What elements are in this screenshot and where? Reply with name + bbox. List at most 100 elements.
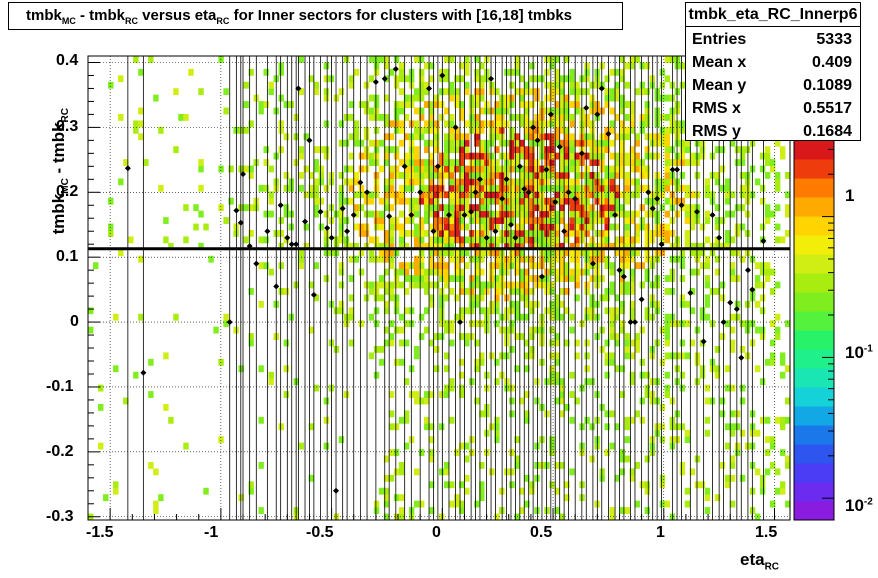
heatmap-cell xyxy=(263,68,269,76)
heatmap-cell xyxy=(393,249,400,257)
heatmap-cell xyxy=(393,449,400,456)
heatmap-cell xyxy=(479,410,485,418)
heatmap-cell xyxy=(263,146,269,154)
heatmap-cell xyxy=(459,275,465,282)
heatmap-cell xyxy=(198,159,204,166)
heatmap-cell xyxy=(529,346,535,353)
heatmap-cell xyxy=(574,178,580,186)
heatmap-cell xyxy=(218,165,224,173)
heatmap-cell xyxy=(664,197,671,205)
heatmap-cell xyxy=(348,114,355,121)
heatmap-cell xyxy=(494,429,500,437)
profile-point xyxy=(627,319,634,326)
heatmap-cell xyxy=(534,88,540,96)
heatmap-cell xyxy=(564,165,570,173)
heatmap-cell xyxy=(629,146,635,154)
heatmap-cell xyxy=(439,101,445,108)
heatmap-cell xyxy=(574,101,580,108)
heatmap-cell xyxy=(584,416,590,424)
heatmap-cell xyxy=(739,384,746,392)
heatmap-cell xyxy=(684,429,691,437)
heatmap-cell xyxy=(398,120,405,128)
axis-ticks xyxy=(87,61,775,520)
heatmap-cell xyxy=(363,210,370,218)
heatmap-cell xyxy=(183,442,189,450)
heatmap-cell xyxy=(549,197,555,205)
heatmap-cell xyxy=(469,101,475,108)
heatmap-cell xyxy=(529,262,535,270)
heatmap-cell xyxy=(428,507,435,514)
heatmap-cell xyxy=(148,56,154,63)
heatmap-cell xyxy=(479,487,485,495)
heatmap-cell xyxy=(714,365,721,373)
heatmap-cell xyxy=(639,371,645,379)
heatmap-cell xyxy=(278,230,284,237)
heatmap-cell xyxy=(218,204,224,212)
heatmap-cell xyxy=(679,462,686,469)
heatmap-cell xyxy=(549,159,555,166)
heatmap-cell xyxy=(383,236,390,244)
heatmap-cell xyxy=(629,152,635,160)
profile-point xyxy=(512,234,519,241)
heatmap-cell xyxy=(433,268,440,276)
heatmap-cell xyxy=(449,139,455,147)
heatmap-cell xyxy=(373,152,380,160)
heatmap-cell xyxy=(198,210,204,218)
color-scale-swatch xyxy=(794,482,834,502)
heatmap-cell xyxy=(428,178,435,186)
heatmap-cell xyxy=(554,210,560,218)
heatmap-cell xyxy=(428,114,435,121)
heatmap-cell xyxy=(494,255,500,263)
profile-point xyxy=(357,179,364,186)
heatmap-cell xyxy=(679,120,686,128)
heatmap-cell xyxy=(474,159,480,166)
heatmap-cell xyxy=(439,178,445,186)
heatmap-cell xyxy=(634,500,640,508)
heatmap-cell xyxy=(784,455,791,463)
heatmap-cell xyxy=(153,507,159,514)
heatmap-cell xyxy=(614,197,620,205)
heatmap-cell xyxy=(449,184,455,192)
heatmap-cell xyxy=(549,300,555,308)
heatmap-cell xyxy=(418,255,425,263)
heatmap-cell xyxy=(383,474,390,482)
heatmap-cell xyxy=(684,184,691,192)
heatmap-cell xyxy=(348,178,355,186)
heatmap-cell xyxy=(388,68,395,76)
heatmap-cell xyxy=(433,120,440,128)
heatmap-cell xyxy=(699,139,706,147)
heatmap-cell xyxy=(243,81,249,89)
heatmap-cell xyxy=(559,139,565,147)
heatmap-cell xyxy=(619,281,625,289)
heatmap-cell xyxy=(619,204,625,212)
heatmap-cell xyxy=(444,146,450,154)
heatmap-cell xyxy=(368,313,375,321)
heatmap-cell xyxy=(479,172,485,179)
heatmap-cell xyxy=(719,397,726,405)
heatmap-cell xyxy=(433,184,440,192)
heatmap-cell xyxy=(714,236,721,244)
heatmap-cell xyxy=(413,346,420,353)
heatmap-cell xyxy=(719,294,726,302)
heatmap-cell xyxy=(584,223,590,231)
heatmap-cell xyxy=(444,365,450,373)
heatmap-cell xyxy=(699,152,706,160)
heatmap-cell xyxy=(388,410,395,418)
heatmap-cell xyxy=(629,217,635,224)
heatmap-cell xyxy=(574,268,580,276)
heatmap-cell xyxy=(544,462,550,469)
heatmap-cell xyxy=(544,288,550,295)
heatmap-cell xyxy=(323,230,330,237)
heatmap-cell xyxy=(609,120,615,128)
profile-point xyxy=(565,189,572,196)
heatmap-cell xyxy=(474,191,480,199)
heatmap-cell xyxy=(348,313,355,321)
heatmap-cell xyxy=(403,442,410,450)
heatmap-cell xyxy=(524,339,530,347)
x-tick-label: -0.5 xyxy=(306,524,334,541)
heatmap-cell xyxy=(494,294,500,302)
heatmap-cell xyxy=(584,133,590,141)
heatmap-cell xyxy=(644,230,650,237)
heatmap-cell xyxy=(694,191,701,199)
heatmap-cell xyxy=(544,146,550,154)
